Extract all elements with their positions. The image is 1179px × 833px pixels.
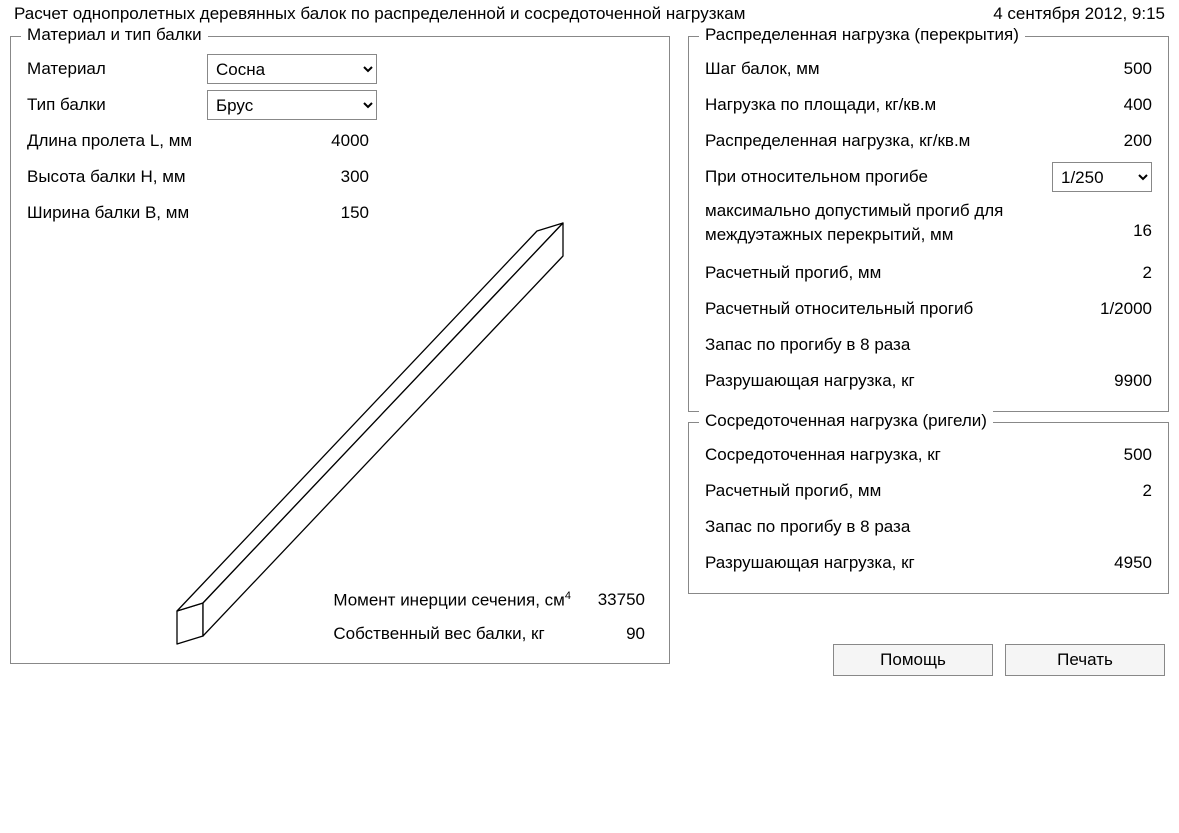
rel-def-label: При относительном прогибе	[705, 167, 928, 187]
print-button[interactable]: Печать	[1005, 644, 1165, 676]
datetime: 4 сентября 2012, 9:15	[993, 4, 1165, 24]
area-load-value: 400	[1082, 95, 1152, 115]
fail-label: Разрушающая нагрузка, кг	[705, 371, 915, 391]
conc-margin-label: Запас по прогибу в 8 раза	[705, 517, 910, 537]
calc-rel-value: 1/2000	[1082, 299, 1152, 319]
rel-def-select[interactable]: 1/250	[1052, 162, 1152, 192]
dist-load-value: 200	[1082, 131, 1152, 151]
conc-calc-def-label: Расчетный прогиб, мм	[705, 481, 881, 501]
max-def-value: 16	[1082, 199, 1152, 241]
max-def-label: максимально допустимый прогиб для междуэ…	[705, 199, 1045, 247]
concentrated-legend: Сосредоточенная нагрузка (ригели)	[699, 411, 993, 431]
conc-fail-value: 4950	[1082, 553, 1152, 573]
page-title: Расчет однопролетных деревянных балок по…	[14, 4, 745, 24]
type-select[interactable]: Брус	[207, 90, 377, 120]
height-label: Высота балки H, мм	[27, 167, 287, 187]
moment-label: Момент инерции сечения, см4	[333, 590, 571, 611]
conc-load-value: 500	[1082, 445, 1152, 465]
self-weight-value: 90	[585, 624, 645, 644]
concentrated-load-box: Сосредоточенная нагрузка (ригели) Сосред…	[688, 422, 1169, 594]
calc-def-label: Расчетный прогиб, мм	[705, 263, 881, 283]
area-load-label: Нагрузка по площади, кг/кв.м	[705, 95, 936, 115]
span-label: Длина пролета L, мм	[27, 131, 287, 151]
span-value: 4000	[287, 131, 377, 151]
material-label: Материал	[27, 59, 207, 79]
margin-label: Запас по прогибу в 8 раза	[705, 335, 910, 355]
dist-load-label: Распределенная нагрузка, кг/кв.м	[705, 131, 970, 151]
material-box: Материал и тип балки Материал Сосна Тип …	[10, 36, 670, 664]
step-value: 500	[1082, 59, 1152, 79]
material-legend: Материал и тип балки	[21, 25, 208, 45]
conc-calc-def-value: 2	[1082, 481, 1152, 501]
calc-rel-label: Расчетный относительный прогиб	[705, 299, 973, 319]
self-weight-label: Собственный вес балки, кг	[333, 624, 544, 644]
calc-def-value: 2	[1082, 263, 1152, 283]
fail-value: 9900	[1082, 371, 1152, 391]
type-label: Тип балки	[27, 95, 207, 115]
height-value: 300	[287, 167, 377, 187]
distributed-legend: Распределенная нагрузка (перекрытия)	[699, 25, 1025, 45]
step-label: Шаг балок, мм	[705, 59, 820, 79]
material-select[interactable]: Сосна	[207, 54, 377, 84]
help-button[interactable]: Помощь	[833, 644, 993, 676]
distributed-load-box: Распределенная нагрузка (перекрытия) Шаг…	[688, 36, 1169, 412]
conc-load-label: Сосредоточенная нагрузка, кг	[705, 445, 941, 465]
moment-value: 33750	[585, 590, 645, 610]
conc-fail-label: Разрушающая нагрузка, кг	[705, 553, 915, 573]
